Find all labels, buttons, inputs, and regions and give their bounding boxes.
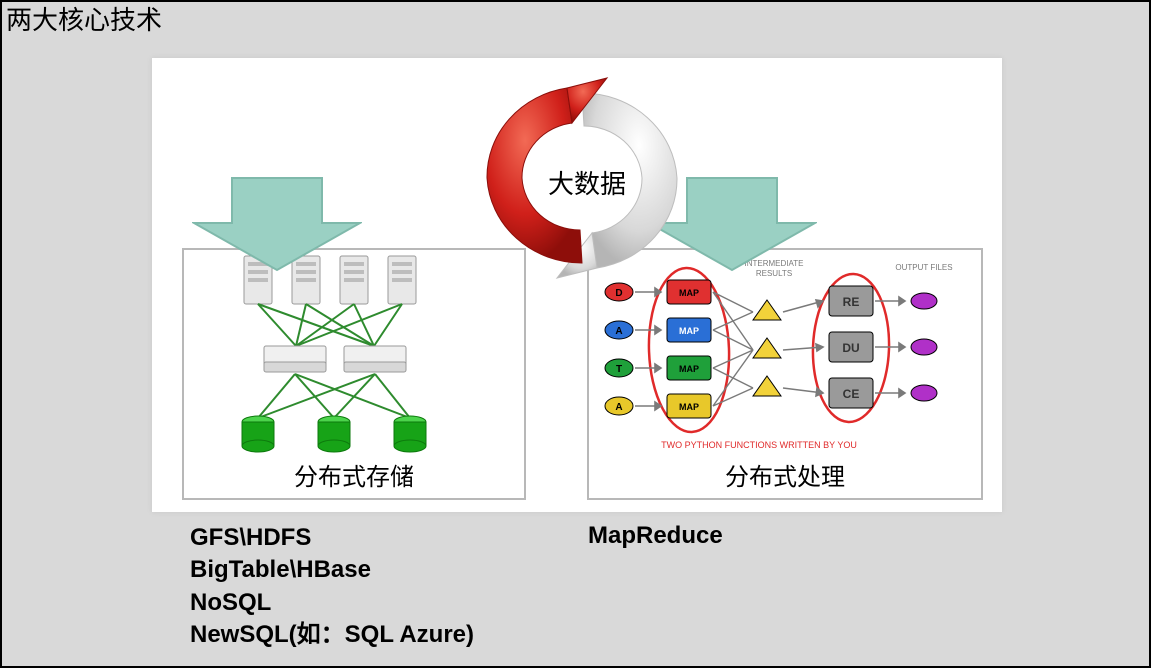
svg-text:MAP: MAP xyxy=(679,402,699,412)
slide-title: 两大核心技术 xyxy=(6,0,162,37)
list-item: NoSQL xyxy=(190,587,474,619)
content-card: 大数据 xyxy=(152,58,1002,512)
list-item: GFS\HDFS xyxy=(190,522,474,554)
processing-tech-label: MapReduce xyxy=(588,522,723,550)
storage-tech-list: GFS\HDFS BigTable\HBase NoSQL NewSQL(如：S… xyxy=(190,522,474,652)
svg-text:CE: CE xyxy=(843,387,860,401)
panel-left-caption: 分布式存储 xyxy=(184,457,524,492)
slide-frame: 两大核心技术 xyxy=(0,0,1151,668)
svg-text:T: T xyxy=(616,364,622,375)
list-item: BigTable\HBase xyxy=(190,554,474,586)
list-item: NewSQL(如：SQL Azure) xyxy=(190,619,474,651)
mapreduce-footer: TWO PYTHON FUNCTIONS WRITTEN BY YOU xyxy=(661,440,857,450)
svg-text:A: A xyxy=(615,326,622,337)
panel-right-caption: 分布式处理 xyxy=(589,457,981,492)
svg-text:MAP: MAP xyxy=(679,326,699,336)
svg-text:DU: DU xyxy=(842,341,859,355)
bigdata-label: 大数据 xyxy=(532,164,642,201)
svg-text:MAP: MAP xyxy=(679,364,699,374)
svg-text:A: A xyxy=(615,402,622,413)
